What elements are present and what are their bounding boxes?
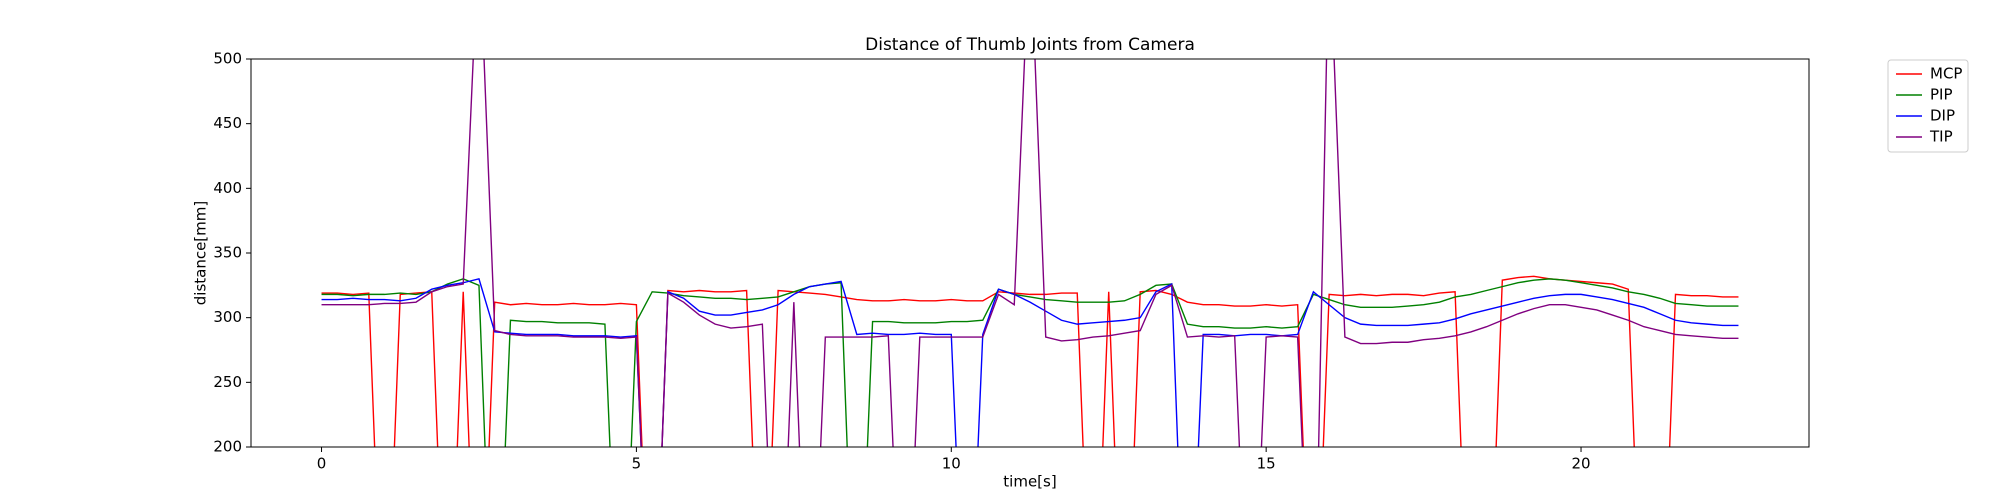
y-tick-label: 250 bbox=[213, 373, 242, 391]
x-tick-label: 5 bbox=[632, 455, 642, 473]
y-axis-label: distance[mm] bbox=[192, 201, 210, 306]
legend-label: TIP bbox=[1929, 128, 1953, 146]
y-tick-label: 350 bbox=[213, 244, 242, 262]
x-axis-label: time[s] bbox=[1003, 473, 1056, 491]
data-line bbox=[321, 275, 1739, 447]
y-tick-label: 450 bbox=[213, 114, 242, 132]
y-tick-label: 300 bbox=[213, 308, 242, 326]
x-tick-label: 0 bbox=[317, 455, 327, 473]
chart-title: Distance of Thumb Joints from Camera bbox=[865, 35, 1195, 55]
x-tick-label: 15 bbox=[1257, 455, 1276, 473]
plot-frame bbox=[250, 58, 1810, 448]
legend-label: MCP bbox=[1930, 65, 1962, 83]
data-line bbox=[321, 278, 1739, 447]
x-tick-label: 20 bbox=[1571, 455, 1590, 473]
data-line bbox=[321, 278, 1739, 447]
y-tick-label: 200 bbox=[213, 438, 242, 456]
legend-box bbox=[1887, 59, 1969, 153]
data-line bbox=[321, 59, 1739, 447]
plot-area bbox=[321, 59, 1739, 447]
y-tick-label: 500 bbox=[213, 50, 242, 68]
legend-label: PIP bbox=[1930, 86, 1953, 104]
legend-label: DIP bbox=[1930, 107, 1955, 125]
x-tick-label: 10 bbox=[942, 455, 961, 473]
y-tick-label: 400 bbox=[213, 179, 242, 197]
